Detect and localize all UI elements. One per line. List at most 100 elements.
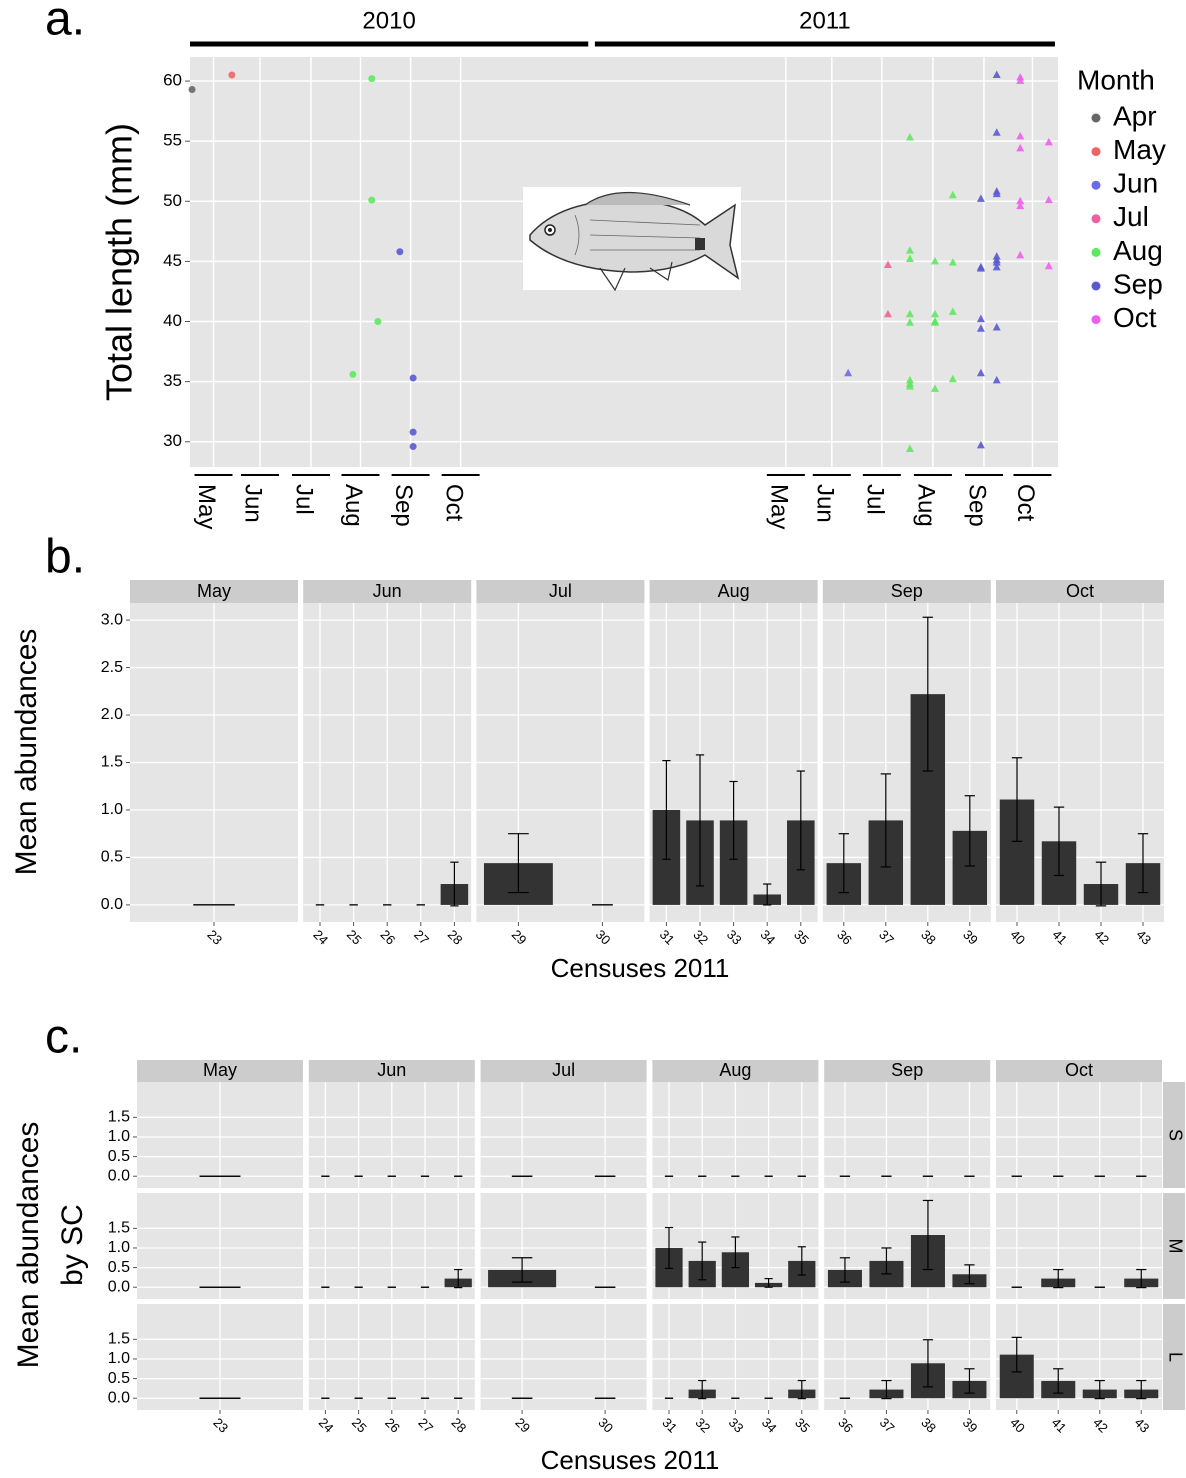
legend-swatch	[1091, 247, 1101, 257]
facet-label: Jul	[552, 1060, 575, 1080]
point	[948, 190, 957, 199]
point	[409, 443, 417, 451]
panel-label: b.	[45, 531, 85, 584]
point	[976, 264, 985, 272]
x-tick-label: 39	[960, 1415, 981, 1436]
x-tick-label: 23	[204, 927, 225, 948]
panel-label: c.	[45, 1011, 82, 1064]
x-tick-label: 41	[1049, 1415, 1070, 1436]
x-tick-label: 30	[595, 1415, 616, 1436]
x-tick-label: 27	[411, 927, 432, 948]
y-axis-title: Mean abundances	[10, 629, 43, 876]
point	[976, 194, 985, 202]
x-tick-label: 32	[693, 1415, 714, 1436]
point	[228, 71, 236, 79]
legend-label: Sep	[1113, 268, 1163, 299]
point	[1016, 201, 1025, 210]
row-label: S	[1165, 1129, 1185, 1141]
point	[948, 307, 957, 315]
legend-label: Jun	[1113, 168, 1158, 199]
y-tick-label: 1.5	[108, 1220, 130, 1237]
x-tick-label: 26	[382, 1415, 403, 1436]
x-tick-label: 43	[1133, 927, 1154, 948]
y-tick-label: 1.5	[101, 754, 123, 771]
x-tick-label: 38	[918, 1415, 939, 1436]
legend-swatch	[1091, 147, 1101, 157]
facet-strip	[308, 1060, 475, 1082]
row-strip	[1163, 1193, 1185, 1299]
point	[1016, 76, 1025, 85]
point	[368, 75, 376, 83]
point	[1016, 131, 1025, 140]
legend-swatch	[1091, 113, 1101, 123]
x-tick-label: Jun	[811, 484, 838, 523]
y-tick-label: 1.5	[108, 1109, 130, 1126]
facet-label: Oct	[1066, 581, 1094, 601]
x-tick-label: Aug	[340, 484, 367, 527]
x-tick-label: 23	[210, 1415, 231, 1436]
x-tick-label: 40	[1007, 927, 1028, 948]
point	[976, 440, 985, 449]
legend-title: Month	[1077, 64, 1155, 95]
legend-label: Oct	[1113, 302, 1157, 333]
y-tick-label: 0.0	[101, 896, 123, 913]
facet-strip	[649, 580, 818, 603]
point	[992, 262, 1001, 271]
x-tick-label: 37	[876, 927, 897, 948]
point	[368, 196, 376, 204]
x-tick-label: 33	[726, 1415, 747, 1436]
facet-strip	[480, 1060, 647, 1082]
year-label: 2010	[362, 7, 415, 34]
facet-label: Aug	[718, 581, 750, 601]
y-tick-label: 1.5	[108, 1331, 130, 1348]
row-strip	[1163, 1082, 1185, 1188]
x-tick-label: 24	[310, 927, 331, 948]
point	[905, 444, 914, 452]
y-tick-label: 2.0	[101, 706, 123, 723]
point	[905, 133, 914, 141]
point	[992, 70, 1001, 79]
x-tick-label: 29	[512, 1415, 533, 1436]
y-tick-label: 50	[163, 191, 182, 210]
y-tick-label: 1.0	[108, 1239, 130, 1256]
panel-background	[996, 1082, 1162, 1188]
x-tick-label: Aug	[913, 484, 940, 527]
point	[349, 370, 357, 378]
legend-label: Apr	[1113, 100, 1157, 131]
facet-label: Jun	[373, 581, 402, 601]
x-tick-label: 24	[316, 1415, 337, 1436]
panel-label: a.	[45, 0, 85, 46]
point	[844, 368, 853, 377]
x-tick-label: 30	[593, 927, 614, 948]
point	[992, 128, 1001, 136]
point	[905, 246, 914, 254]
x-tick-label: 38	[918, 927, 939, 948]
x-tick-label: 32	[690, 927, 711, 948]
point	[905, 318, 914, 326]
facet-label: Oct	[1065, 1060, 1093, 1080]
x-tick-label: May	[766, 484, 793, 529]
point	[883, 260, 892, 269]
x-tick-label: 25	[349, 1415, 370, 1436]
x-tick-label: 31	[659, 1415, 680, 1436]
point	[409, 374, 417, 382]
x-tick-label: May	[193, 484, 220, 529]
point	[992, 189, 1001, 198]
x-tick-label: 25	[344, 927, 365, 948]
facet-label: Jul	[549, 581, 572, 601]
panel-background	[480, 1304, 647, 1410]
x-tick-label: 34	[758, 927, 779, 948]
point	[1044, 261, 1053, 270]
x-tick-label: Oct	[1012, 484, 1039, 522]
x-tick-label: 29	[509, 927, 530, 948]
facet-strip	[130, 580, 298, 603]
y-tick-label: 0.5	[101, 849, 123, 866]
point	[976, 368, 985, 377]
point	[930, 309, 939, 318]
x-tick-label: 35	[791, 927, 812, 948]
y-tick-label: 1.0	[101, 801, 123, 818]
row-label: M	[1165, 1239, 1185, 1254]
point	[396, 248, 404, 256]
x-tick-label: 40	[1007, 1415, 1028, 1436]
point	[1044, 195, 1053, 204]
